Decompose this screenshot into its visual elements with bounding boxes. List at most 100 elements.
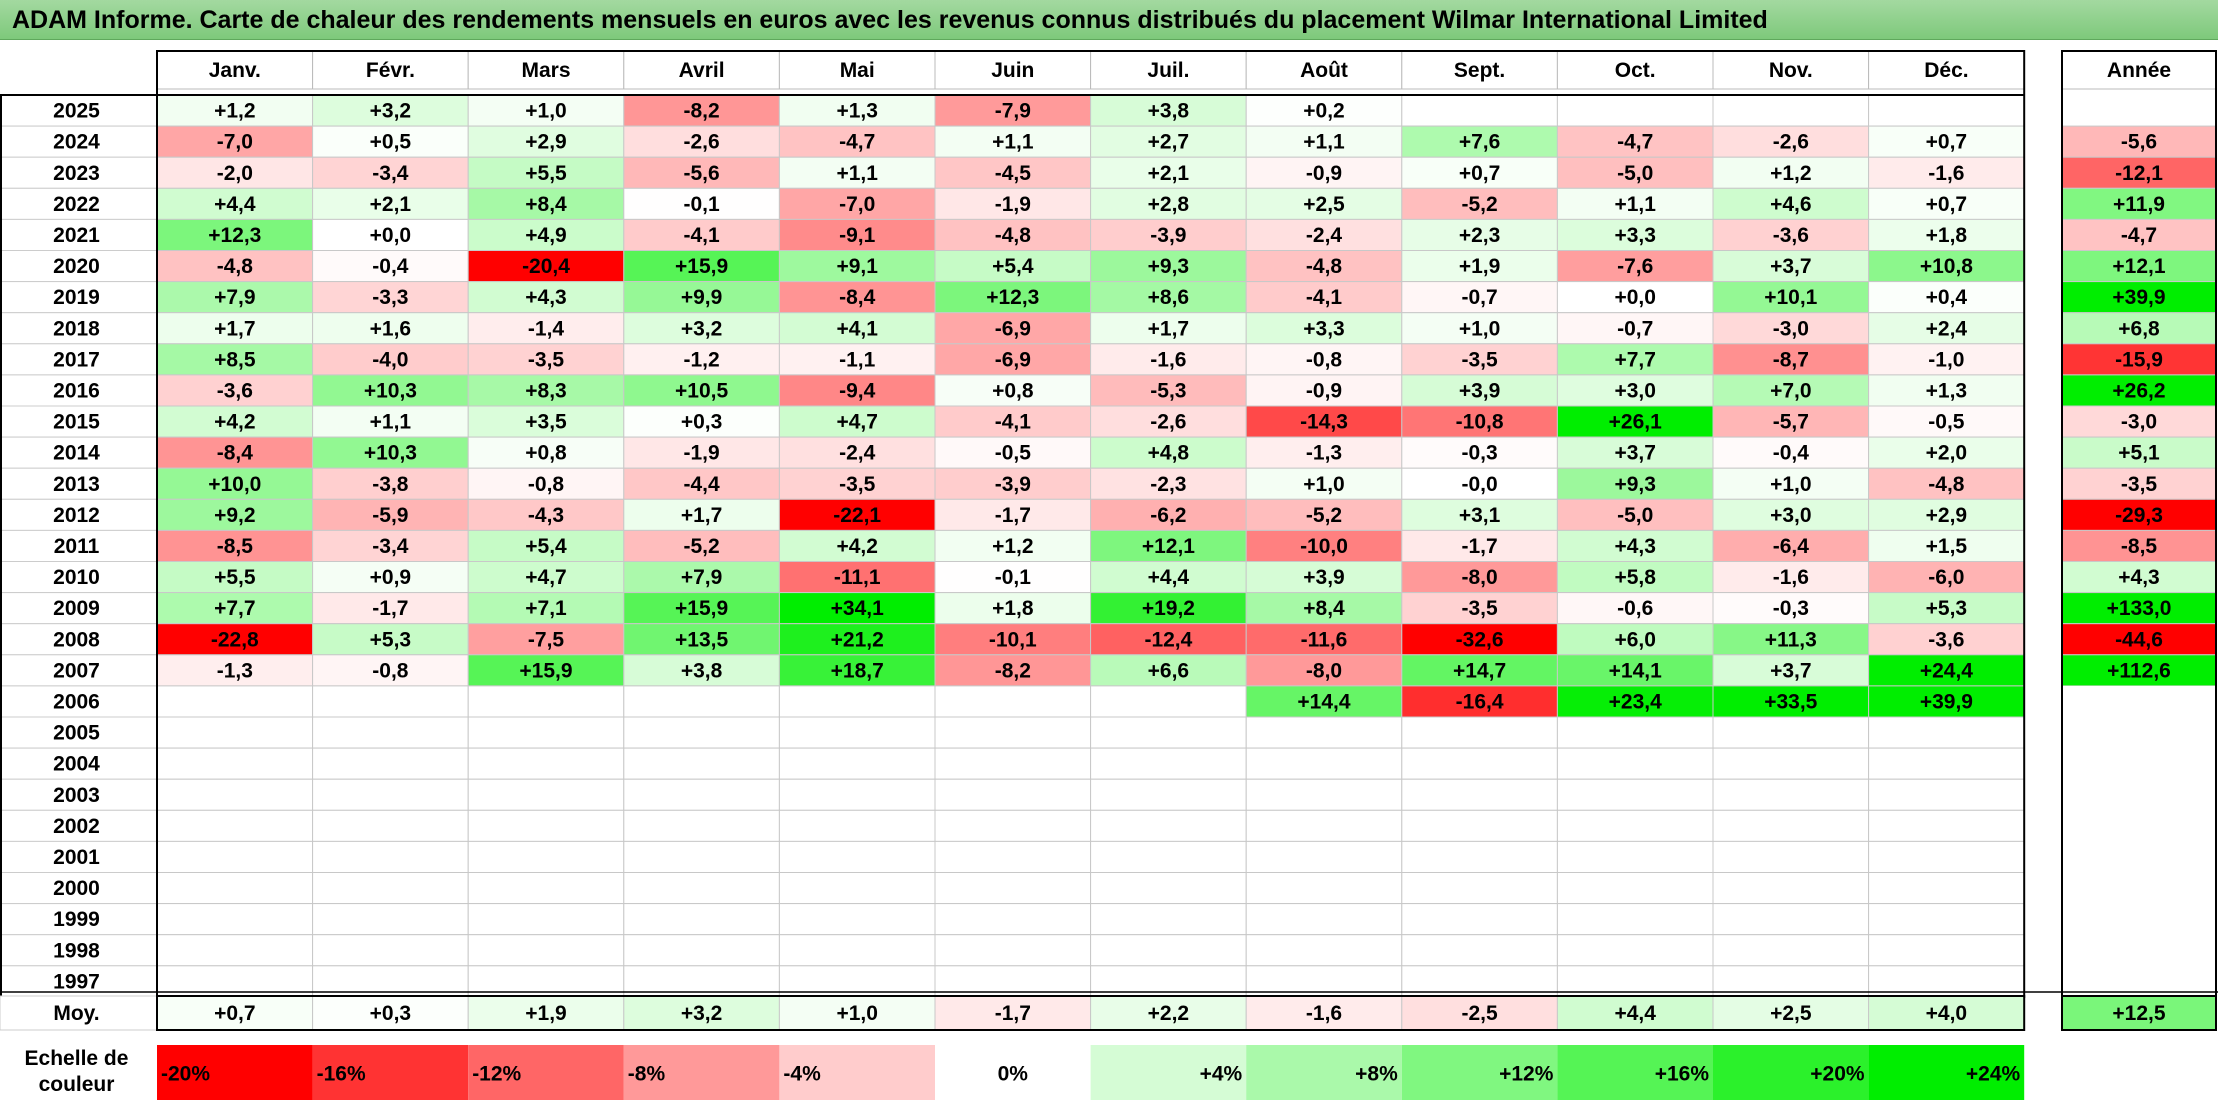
heatmap-cell: [1245, 250, 1403, 283]
average-value: +2,5: [1770, 1002, 1812, 1025]
average-value: +2,2: [1148, 1002, 1189, 1025]
annual-value: -5,6: [2121, 131, 2157, 154]
heatmap-cell: [1090, 592, 1247, 625]
cell-value: -9,4: [839, 379, 876, 402]
cell-value: -0,4: [372, 255, 409, 278]
scale-label: +24%: [1966, 1063, 2021, 1086]
cell-value: -5,2: [1462, 193, 1498, 216]
heatmap-cell: [1712, 436, 1870, 469]
cell-value: +13,5: [675, 628, 728, 651]
heatmap-cell: [778, 809, 936, 842]
month-header-cell: [1868, 50, 2025, 90]
heatmap-cell: [1090, 747, 1247, 780]
heatmap-cell: [156, 716, 314, 749]
year-label: 2014: [53, 442, 100, 465]
annual-cell: [2061, 467, 2217, 500]
heatmap-cell: [467, 436, 625, 469]
scale-swatch: [1246, 1045, 1402, 1100]
cell-value: -5,2: [1306, 504, 1342, 527]
heatmap-cell: [934, 125, 1092, 158]
heatmap-cell: [1556, 716, 1714, 749]
annual-header-cell: [2061, 50, 2217, 90]
heatmap-cell: [934, 529, 1092, 563]
cell-value: -4,8: [217, 255, 254, 278]
cell-value: -0,0: [1462, 473, 1498, 496]
annual-value: -3,5: [2121, 473, 2158, 496]
cell-value: +14,1: [1609, 659, 1662, 682]
cell-value: +2,1: [370, 193, 412, 216]
heatmap-cell: [778, 312, 936, 345]
average-value: +1,0: [836, 1002, 877, 1025]
heatmap-cell: [778, 747, 936, 780]
cell-value: +3,9: [1303, 566, 1344, 589]
heatmap-cell: [1401, 872, 1558, 905]
cell-value: -0,1: [995, 566, 1032, 589]
cell-value: -32,6: [1456, 628, 1504, 651]
cell-value: -5,0: [1617, 504, 1653, 527]
annual-value: +5,1: [2118, 442, 2160, 465]
cell-value: +4,4: [1148, 566, 1190, 589]
heatmap-cell: [934, 592, 1092, 625]
heatmap-cell: [1868, 903, 2025, 936]
heatmap-cell: [1245, 654, 1403, 687]
heatmap-cell: [1090, 872, 1247, 905]
heatmap-cell: [1868, 529, 2025, 563]
heatmap-cell: [1556, 840, 1714, 874]
heatmap-cell: [1712, 529, 1870, 563]
heatmap-cell: [467, 623, 625, 656]
scale-label: +20%: [1810, 1063, 1865, 1086]
cell-value: -0,6: [1617, 597, 1653, 620]
heatmap-cell: [312, 281, 469, 314]
year-label: 2023: [53, 162, 100, 185]
heatmap-cell: [934, 685, 1092, 718]
cell-value: +8,4: [525, 193, 567, 216]
year-label: 1999: [53, 908, 100, 931]
heatmap-cell: [156, 903, 314, 936]
heatmap-cell: [1556, 436, 1714, 469]
cell-value: -0,1: [684, 193, 721, 216]
month-header-label: Juin: [991, 59, 1034, 82]
heatmap-cell: [778, 405, 936, 438]
year-label: 2018: [53, 317, 100, 340]
cell-value: -0,3: [1773, 597, 1809, 620]
heatmap-cell: [312, 467, 469, 500]
year-label: 2006: [53, 690, 100, 713]
cell-value: +5,5: [525, 162, 567, 185]
cell-value: -3,6: [1773, 224, 1809, 247]
month-header-label: Avril: [679, 59, 725, 82]
heatmap-cell: [1245, 934, 1403, 967]
annual-value: -29,3: [2115, 504, 2163, 527]
heatmap-cell: [778, 218, 936, 251]
cell-value: -0,9: [1306, 162, 1342, 185]
cell-value: -0,8: [1306, 348, 1343, 371]
year-cell: [0, 312, 158, 345]
cell-value: -4,3: [528, 504, 564, 527]
year-label: 1998: [53, 939, 100, 962]
heatmap-cell: [778, 529, 936, 563]
annual-cell: [2061, 436, 2217, 469]
cell-value: +0,3: [681, 411, 722, 434]
heatmap-cell: [934, 809, 1092, 842]
cell-value: -4,1: [1306, 286, 1343, 309]
average-cell: [1868, 995, 2025, 1031]
heatmap-cell: [934, 934, 1092, 967]
cell-value: -3,9: [995, 473, 1031, 496]
heatmap-cell: [156, 436, 314, 469]
heatmap-cell: [1556, 903, 1714, 936]
cell-value: +3,3: [1614, 224, 1655, 247]
cell-value: +14,4: [1297, 690, 1350, 713]
cell-value: -3,6: [217, 379, 253, 402]
cell-value: +1,1: [836, 162, 878, 185]
heatmap-cell: [1090, 778, 1247, 811]
month-header-label: Nov.: [1769, 59, 1813, 82]
heatmap-cell: [1868, 312, 2025, 345]
cell-value: +14,7: [1453, 659, 1506, 682]
cell-value: +2,0: [1926, 442, 1967, 465]
heatmap-cell: [467, 685, 625, 718]
cell-value: -1,2: [684, 348, 720, 371]
heatmap-cell: [1090, 312, 1247, 345]
cell-value: +7,7: [214, 597, 255, 620]
cell-value: -2,0: [217, 162, 253, 185]
cell-value: +0,7: [1459, 162, 1500, 185]
